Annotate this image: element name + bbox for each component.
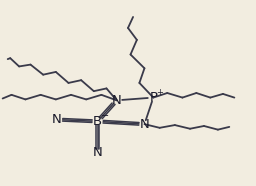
Text: N: N [112,94,122,107]
Text: B: B [93,115,102,128]
Text: −: − [101,111,109,121]
Text: N: N [93,146,102,159]
Text: N: N [52,113,62,126]
Text: N: N [140,118,149,131]
Text: P: P [149,91,157,104]
Text: +: + [156,88,163,97]
